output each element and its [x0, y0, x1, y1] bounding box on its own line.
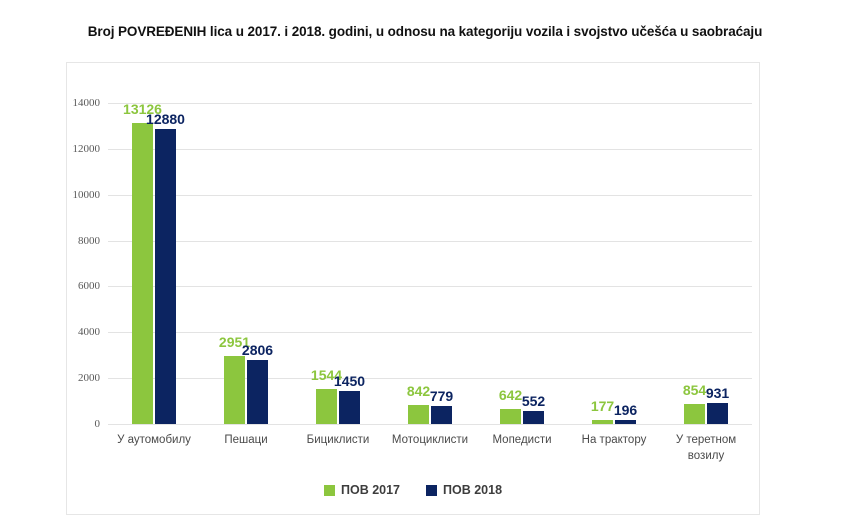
- x-axis-category-label: У теретном возилу: [675, 434, 737, 462]
- legend-label: ПОВ 2017: [340, 483, 400, 497]
- bar-value-label: 552: [521, 393, 546, 410]
- bar-2017[interactable]: 2951: [219, 335, 250, 424]
- bar-2017[interactable]: 842: [407, 384, 430, 424]
- bar-group: 642 552 Мопедисти: [476, 103, 568, 446]
- bar-2018[interactable]: 779: [430, 389, 453, 424]
- bar-value-label: 642: [498, 387, 523, 404]
- y-axis-tick-label: 12000: [72, 142, 101, 155]
- bar-group: 1544 1450 Бициклисти: [292, 103, 384, 446]
- x-axis-category-label: Мотоциклисти: [391, 434, 469, 446]
- bar-group: 842 779 Мотоциклисти: [384, 103, 476, 446]
- bar-value-label: 196: [613, 401, 638, 418]
- y-axis-tick-label: 10000: [72, 188, 101, 201]
- bar-value-label: 2806: [241, 341, 274, 358]
- bar-2017[interactable]: 13126: [123, 102, 162, 424]
- x-axis-category-label: Бициклисти: [306, 434, 370, 446]
- bar-value-label: 842: [406, 382, 431, 399]
- gridline-12000: 12000: [73, 143, 752, 155]
- x-axis-category-label: На трактору: [581, 434, 647, 446]
- bar-value-label: 1544: [310, 366, 343, 383]
- x-axis-category-label: Мопедисти: [492, 434, 552, 446]
- bar-2018[interactable]: 2806: [242, 343, 273, 424]
- plot-area: 0 2000 4000 6000 8000 10000 12000 14000 13126 128…: [73, 97, 752, 462]
- x-axis-category-label: У аутомобилу: [117, 434, 191, 446]
- bar-2017[interactable]: 642: [499, 388, 522, 424]
- bar-2018[interactable]: 552: [522, 394, 545, 424]
- bar-2018[interactable]: 1450: [334, 374, 365, 424]
- chart-legend: ПОВ 2017 ПОВ 2018: [0, 483, 826, 497]
- bar-value-label: 12880: [146, 110, 185, 127]
- y-axis-tick-label: 0: [94, 418, 101, 430]
- bar-value-label: 931: [705, 384, 730, 401]
- bar-2018[interactable]: 12880: [146, 112, 185, 424]
- gridline-14000: 14000: [73, 97, 752, 109]
- bar-2017[interactable]: 177: [591, 399, 614, 424]
- page-title: Broj POVREĐENIH lica u 2017. i 2018. god…: [87, 24, 763, 39]
- bar-group: 2951 2806 Пешаци: [200, 103, 292, 446]
- y-axis-tick-label: 14000: [72, 97, 101, 109]
- bar-value-label: 13126: [123, 101, 162, 118]
- legend-label: ПОВ 2018: [443, 483, 503, 497]
- bar-2017[interactable]: 854: [683, 383, 706, 424]
- bar-group: 177 196 На трактору: [568, 103, 660, 446]
- gridline-0: 0: [95, 418, 752, 430]
- bar-value-label: 1450: [333, 372, 366, 389]
- bar-group: 854 931 У теретном возилу: [660, 103, 752, 461]
- gridline-6000: 6000: [78, 280, 752, 292]
- y-axis-tick-label: 4000: [78, 326, 100, 339]
- bar-group: 13126 12880 У аутомобилу: [108, 102, 200, 446]
- gridline-2000: 2000: [78, 372, 752, 384]
- chart-frame: [66, 62, 760, 515]
- bar-2017[interactable]: 1544: [311, 368, 342, 424]
- gridline-4000: 4000: [78, 326, 752, 338]
- bar-value-label: 177: [590, 397, 615, 414]
- legend-item[interactable]: ПОВ 2018: [426, 483, 502, 497]
- y-axis-tick-label: 8000: [78, 234, 100, 247]
- legend-swatch-icon: [323, 484, 335, 496]
- legend-swatch-icon: [426, 484, 437, 496]
- y-axis-tick-label: 6000: [78, 280, 100, 293]
- gridline-8000: 8000: [78, 235, 752, 247]
- gridline-10000: 10000: [73, 189, 752, 201]
- bar-value-label: 854: [682, 382, 707, 399]
- bar-2018[interactable]: 196: [614, 403, 637, 424]
- legend-item[interactable]: ПОВ 2017: [323, 483, 400, 497]
- bar-value-label: 2951: [218, 334, 251, 351]
- y-axis-tick-label: 2000: [78, 372, 100, 385]
- bar-2018[interactable]: 931: [706, 386, 729, 424]
- bar-value-label: 779: [429, 388, 454, 405]
- x-axis-category-label: Пешаци: [224, 434, 268, 446]
